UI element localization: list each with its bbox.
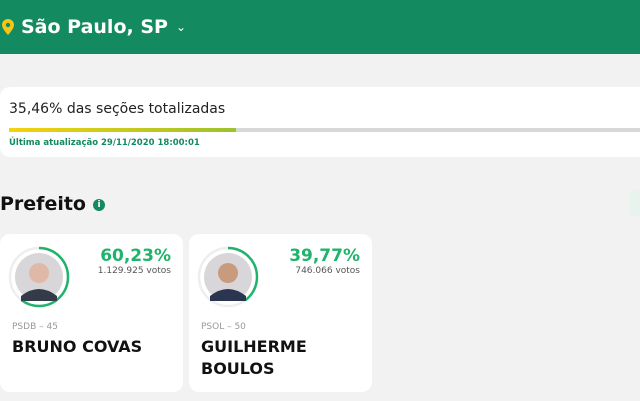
progress-fill (9, 128, 236, 132)
candidate-percent: 39,77% (289, 246, 360, 266)
candidate-name: BRUNO COVAS (12, 337, 143, 356)
chevron-down-icon[interactable]: ⌄ (175, 20, 187, 34)
avatar (8, 246, 70, 308)
totals-card: 35,46% das seções totalizadas (0, 87, 640, 157)
candidate-percent: 60,23% (100, 246, 171, 266)
candidate-party: PSOL – 50 (201, 322, 246, 332)
candidate-votes: 746.066 votos (295, 266, 360, 276)
section-title: Prefeito (0, 193, 86, 215)
map-pin-icon (2, 19, 14, 35)
info-icon[interactable]: i (93, 199, 105, 211)
candidate-card[interactable]: 60,23% 1.129.925 votos PSDB – 45 BRUNO C… (0, 234, 183, 392)
totals-text: 35,46% das seções totalizadas (9, 101, 226, 117)
last-update: Última atualização 29/11/2020 18:00:01 (9, 138, 200, 148)
city-selector[interactable]: São Paulo, SP (21, 16, 168, 38)
avatar (197, 246, 259, 308)
vote-share-arc (8, 246, 70, 308)
progress-bar (9, 128, 640, 132)
candidate-card[interactable]: 39,77% 746.066 votos PSOL – 50 GUILHERME… (189, 234, 372, 392)
candidate-votes: 1.129.925 votos (97, 266, 171, 276)
header: São Paulo, SP ⌄ (0, 0, 640, 54)
vote-share-arc (197, 246, 259, 308)
candidate-name: GUILHERME BOULOS (201, 337, 307, 378)
side-button[interactable] (630, 190, 640, 216)
candidate-party: PSDB – 45 (12, 322, 58, 332)
